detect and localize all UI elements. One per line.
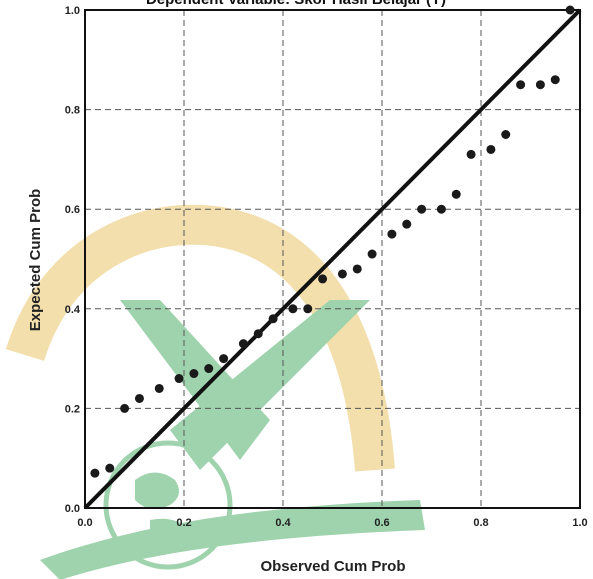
y-tick-label: 0.6 bbox=[65, 204, 80, 216]
data-point bbox=[253, 329, 263, 339]
data-point bbox=[154, 383, 164, 393]
data-point bbox=[189, 369, 199, 379]
x-axis-label: Observed Cum Prob bbox=[260, 558, 405, 575]
data-point bbox=[535, 80, 545, 90]
watermark-logo bbox=[5, 204, 425, 579]
data-point bbox=[417, 204, 427, 214]
data-point bbox=[486, 144, 496, 154]
x-tick-label: 0.0 bbox=[77, 517, 92, 529]
data-point bbox=[402, 219, 412, 229]
data-points bbox=[90, 5, 575, 478]
data-point bbox=[219, 354, 229, 364]
x-tick-label: 1.0 bbox=[572, 517, 587, 529]
gridlines bbox=[85, 10, 580, 508]
x-tick-label: 0.8 bbox=[473, 517, 488, 529]
data-point bbox=[565, 5, 575, 15]
data-point bbox=[318, 274, 328, 284]
data-point bbox=[367, 249, 377, 259]
y-tick-label: 1.0 bbox=[65, 5, 80, 17]
plot-frame bbox=[84, 9, 581, 509]
data-point bbox=[501, 130, 511, 139]
y-tick-label: 0.4 bbox=[65, 304, 81, 316]
data-point bbox=[174, 374, 184, 384]
data-point bbox=[120, 403, 130, 413]
y-tick-label: 0.0 bbox=[65, 503, 80, 515]
data-point bbox=[516, 80, 526, 90]
data-point bbox=[550, 75, 560, 85]
x-tick-label: 0.2 bbox=[176, 517, 191, 529]
x-tick-labels: 0.0 0.2 0.4 0.6 0.8 1.0 bbox=[77, 517, 587, 529]
y-tick-label: 0.8 bbox=[65, 105, 80, 117]
data-point bbox=[303, 304, 313, 314]
data-point bbox=[204, 364, 214, 374]
y-tick-label: 0.2 bbox=[65, 403, 80, 415]
chart-title: Dependent Variable: Skor Hasil Belajar (… bbox=[146, 0, 446, 8]
data-point bbox=[337, 269, 347, 279]
data-point bbox=[352, 264, 362, 274]
x-tick-label: 0.4 bbox=[275, 517, 291, 529]
data-point bbox=[134, 393, 144, 403]
data-point bbox=[268, 314, 278, 324]
data-point bbox=[90, 468, 100, 478]
data-point bbox=[288, 304, 298, 314]
data-point bbox=[451, 189, 461, 199]
data-point bbox=[238, 339, 248, 349]
x-tick-label: 0.6 bbox=[374, 517, 389, 529]
y-axis-label: Expected Cum Prob bbox=[27, 189, 44, 332]
reference-line bbox=[83, 8, 582, 510]
data-point bbox=[105, 463, 115, 473]
y-tick-labels: 0.0 0.2 0.4 0.6 0.8 1.0 bbox=[65, 5, 81, 515]
data-point bbox=[387, 229, 397, 239]
data-point bbox=[436, 204, 446, 214]
data-point bbox=[466, 149, 476, 159]
